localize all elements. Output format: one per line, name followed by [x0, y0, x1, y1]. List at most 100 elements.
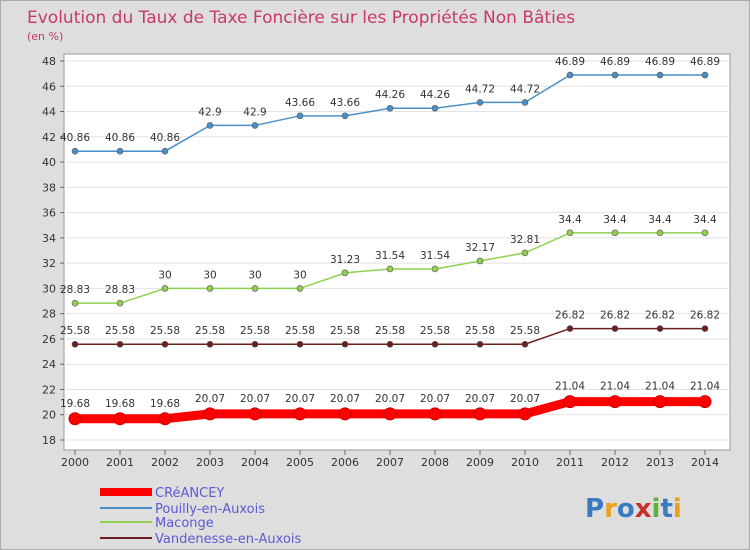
data-label: 40.86: [105, 132, 135, 144]
data-label: 42.9: [198, 106, 221, 118]
y-tick-label: 46: [42, 80, 56, 93]
data-label: 44.26: [420, 89, 450, 101]
logo-letter: r: [604, 494, 617, 524]
data-label: 26.82: [645, 310, 675, 322]
data-point: [71, 340, 79, 348]
data-label: 34.4: [558, 214, 582, 226]
x-tick-label: 2005: [286, 456, 314, 469]
data-label: 34.4: [693, 214, 717, 226]
legend: CRéANCEYPouilly-en-AuxoisMacongeVandenes…: [100, 486, 301, 547]
data-label: 25.58: [150, 325, 180, 337]
data-label: 42.9: [243, 106, 266, 118]
data-label: 46.89: [600, 56, 630, 68]
data-label: 32.17: [465, 242, 495, 254]
data-point: [431, 265, 439, 273]
legend-label: Maconge: [155, 516, 214, 531]
data-label: 31.23: [330, 254, 360, 266]
data-point: [608, 395, 622, 409]
data-label: 46.89: [555, 56, 585, 68]
data-point: [698, 395, 712, 409]
data-label: 25.58: [195, 325, 225, 337]
data-point: [113, 412, 127, 426]
data-point: [251, 340, 259, 348]
data-label: 28.83: [60, 284, 90, 296]
data-point: [701, 229, 709, 237]
data-point: [116, 147, 124, 155]
x-axis: 2000 2001 2002 2003 2004 2005 2006 2007 2008 2009…: [61, 450, 719, 469]
logo-letter: P: [585, 494, 604, 524]
logo-letter: x: [635, 494, 652, 524]
chart-title: Evolution du Taux de Taxe Foncière sur l…: [27, 8, 575, 28]
x-tick-label: 2011: [556, 456, 584, 469]
data-point: [161, 340, 169, 348]
data-labels: 19.68 19.68 19.68 20.07 20.07 20.07 20.07 20.07…: [60, 56, 720, 410]
x-tick-label: 2013: [646, 456, 674, 469]
data-label: 20.07: [420, 393, 450, 405]
data-point: [71, 299, 79, 307]
data-label: 25.58: [60, 325, 90, 337]
data-point: [656, 71, 664, 79]
y-tick-label: 30: [42, 282, 56, 295]
data-label: 19.68: [60, 398, 90, 410]
data-point: [116, 299, 124, 307]
data-point: [296, 285, 304, 292]
data-label: 21.04: [600, 381, 630, 393]
data-point: [203, 407, 217, 421]
y-tick-label: 28: [42, 308, 56, 321]
data-point: [611, 325, 619, 332]
data-label: 19.68: [150, 398, 180, 410]
data-label: 21.04: [690, 381, 720, 393]
data-label: 21.04: [645, 381, 675, 393]
data-label: 25.58: [240, 325, 270, 337]
series-layer: [68, 71, 712, 426]
data-point: [521, 99, 529, 106]
data-point: [386, 265, 394, 273]
data-label: 34.4: [603, 214, 627, 226]
data-point: [566, 229, 574, 237]
x-tick-label: 2012: [601, 456, 629, 469]
data-label: 25.58: [420, 325, 450, 337]
logo-letter: i: [673, 494, 682, 524]
data-point: [476, 340, 484, 348]
data-point: [386, 104, 394, 112]
x-tick-label: 2007: [376, 456, 404, 469]
proxiti-logo: Proxiti: [585, 494, 682, 524]
data-point: [476, 257, 484, 265]
data-point: [431, 104, 439, 112]
data-label: 30: [293, 269, 306, 281]
data-point: [701, 325, 709, 332]
data-point: [248, 407, 262, 421]
data-point: [701, 71, 709, 79]
x-tick-label: 2003: [196, 456, 224, 469]
data-label: 30: [203, 269, 216, 281]
x-tick-label: 2002: [151, 456, 179, 469]
y-tick-label: 20: [42, 409, 56, 422]
data-label: 26.82: [600, 310, 630, 322]
data-label: 44.72: [510, 83, 540, 95]
data-point: [473, 407, 487, 421]
data-label: 21.04: [555, 381, 585, 393]
data-label: 40.86: [150, 132, 180, 144]
data-point: [383, 407, 397, 421]
y-tick-label: 38: [42, 181, 56, 194]
y-tick-label: 22: [42, 383, 56, 396]
data-point: [431, 340, 439, 348]
x-tick-label: 2004: [241, 456, 269, 469]
data-point: [161, 285, 169, 292]
data-point: [521, 340, 529, 348]
data-point: [206, 122, 214, 129]
x-tick-label: 2000: [61, 456, 89, 469]
y-axis: 18 20 22 24 26 28 30 32 34 36 38 40 42 44 46 48: [42, 55, 64, 447]
data-point: [71, 147, 79, 155]
legend-label: Pouilly-en-Auxois: [155, 502, 265, 517]
data-label: 46.89: [690, 56, 720, 68]
data-point: [566, 71, 574, 79]
x-tick-label: 2008: [421, 456, 449, 469]
data-point: [386, 340, 394, 348]
data-point: [68, 412, 82, 426]
y-tick-label: 42: [42, 131, 56, 144]
data-point: [611, 229, 619, 237]
data-label: 20.07: [195, 393, 225, 405]
x-tick-label: 2001: [106, 456, 134, 469]
data-point: [476, 99, 484, 106]
